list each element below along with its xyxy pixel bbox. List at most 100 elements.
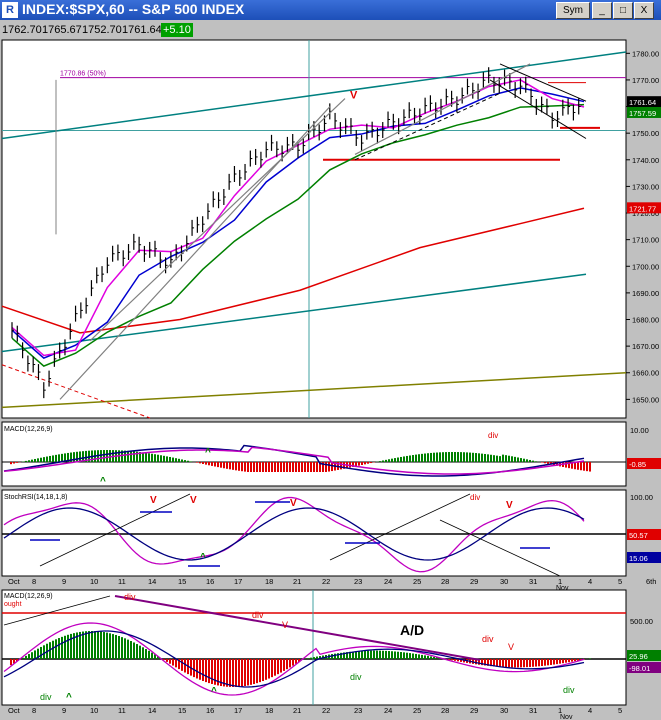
macd-hist-bar: [469, 452, 471, 462]
macd-hist-bar: [481, 453, 483, 462]
x-axis-label: 29: [470, 577, 478, 586]
macd-hist-bar: [76, 451, 78, 462]
macd-hist-bar: [520, 458, 522, 462]
stoch-annotation-up: ^: [200, 552, 206, 563]
maximize-button[interactable]: □: [613, 2, 633, 19]
macd-hist-bar: [238, 462, 240, 471]
macd-hist-bar: [289, 462, 291, 472]
ad-hist-bar: [85, 631, 87, 659]
ad-hist-bar: [277, 659, 279, 675]
macd-hist-bar: [43, 457, 45, 462]
stoch-badge-text-1: 50.57: [629, 531, 648, 540]
ad-hist-bar: [496, 659, 498, 667]
minimize-button[interactable]: _: [592, 2, 612, 19]
stoch-badge-1: [627, 529, 661, 540]
ad-hist-bar: [388, 651, 390, 659]
sym-button[interactable]: Sym: [556, 2, 590, 19]
price-badge: [627, 96, 661, 108]
stoch-annotation-v: V: [150, 495, 157, 506]
ad-hist-bar: [394, 651, 396, 659]
ad-hist-bar: [16, 659, 18, 662]
ad-hist-bar: [484, 659, 486, 666]
macd-hist-bar: [145, 452, 147, 462]
ad-hist-bar: [526, 659, 528, 668]
ad-hist-bar: [424, 655, 426, 659]
ad-hist-bar: [316, 656, 318, 659]
ad-hist-bar: [562, 659, 564, 664]
macd-hist-bar: [325, 462, 327, 472]
ad-hist-bar: [349, 651, 351, 659]
macd-hist-bar: [340, 462, 342, 470]
macd-hist-bar: [307, 462, 309, 472]
ad-hist-bar: [565, 659, 567, 663]
x-axis-label-bottom: 21: [293, 706, 301, 715]
ad-hist-bar: [184, 659, 186, 673]
macd-badge-text: -0.85: [629, 460, 646, 469]
x-axis-sublabel: Nov: [556, 585, 569, 592]
ad-hist-bar: [34, 650, 36, 659]
ad-hist-bar: [121, 637, 123, 659]
macd-hist-bar: [439, 452, 441, 462]
ad-hist-bar: [100, 631, 102, 659]
ma-green: [11, 103, 585, 367]
ad-badge-text-1: 25.96: [629, 652, 648, 661]
ad-hist-bar: [343, 652, 345, 659]
ad-hist-bar: [241, 659, 243, 687]
x-axis-label: 23: [354, 577, 362, 586]
x-axis-label: 22: [322, 577, 330, 586]
ad-badge-2: [627, 662, 661, 673]
macd-hist-bar: [511, 456, 513, 462]
price-tick-label: 1740.00: [632, 156, 659, 165]
ad-hist-bar: [397, 651, 399, 659]
x-axis-label-bottom: 15: [178, 706, 186, 715]
macd-hist-bar: [259, 462, 261, 472]
macd-hist-bar: [202, 462, 204, 465]
ad-hist-bar: [418, 654, 420, 659]
ad-annotation: div: [252, 610, 264, 620]
price-badge-text: 1721.77: [629, 204, 656, 213]
ad-hist-bar: [136, 644, 138, 659]
x-axis-label-bottom: 11: [118, 706, 126, 715]
ad-hist-bar: [403, 652, 405, 659]
macd-hist-bar: [244, 462, 246, 472]
ad-hist-bar: [223, 659, 225, 687]
ad-hist-bar: [364, 650, 366, 659]
ad-hist-bar: [64, 635, 66, 659]
ad-hist-bar: [37, 648, 39, 659]
close-button[interactable]: X: [634, 2, 654, 19]
ad-hist-bar: [520, 659, 522, 668]
ad-hist-bar: [103, 632, 105, 659]
macd-hist-bar: [106, 450, 108, 462]
ad-hist-bar: [454, 659, 456, 661]
x-axis-label: 16: [206, 577, 214, 586]
macd-hist-bar: [487, 454, 489, 462]
macd-hist-bar: [451, 452, 453, 462]
macd-hist-bar: [211, 462, 213, 466]
ad-hist-bar: [490, 659, 492, 667]
fib-label: 1770.86 (50%): [60, 71, 106, 78]
ad-macd-line: [3, 622, 585, 696]
ad-hist-bar: [268, 659, 270, 679]
ad-hist-bar: [118, 636, 120, 659]
ad-hist-bar: [481, 659, 483, 666]
macd-hist-bar: [556, 462, 558, 466]
macd-hist-bar: [61, 453, 63, 462]
quote-high: 1765.67: [42, 24, 82, 36]
ad-hist-bar: [367, 650, 369, 659]
ad-hist-bar: [391, 651, 393, 659]
ad-center-label: A/D: [400, 622, 424, 638]
macd-hist-bar: [223, 462, 225, 469]
macd-hist-bar: [181, 459, 183, 462]
ad-hist-bar: [499, 659, 501, 667]
ad-hist-bar: [409, 653, 411, 659]
macd-hist-bar: [217, 462, 219, 468]
ad-hist-bar: [346, 652, 348, 659]
macd-hist-bar: [409, 455, 411, 462]
ad-hist-bar: [421, 654, 423, 659]
ad-hist-bar: [31, 652, 33, 659]
macd-hist-bar: [187, 460, 189, 462]
x-axis-label: 15: [178, 577, 186, 586]
x-axis-label: 10: [90, 577, 98, 586]
ad-hist-bar: [139, 645, 141, 659]
ad-hist-bar: [13, 659, 15, 664]
